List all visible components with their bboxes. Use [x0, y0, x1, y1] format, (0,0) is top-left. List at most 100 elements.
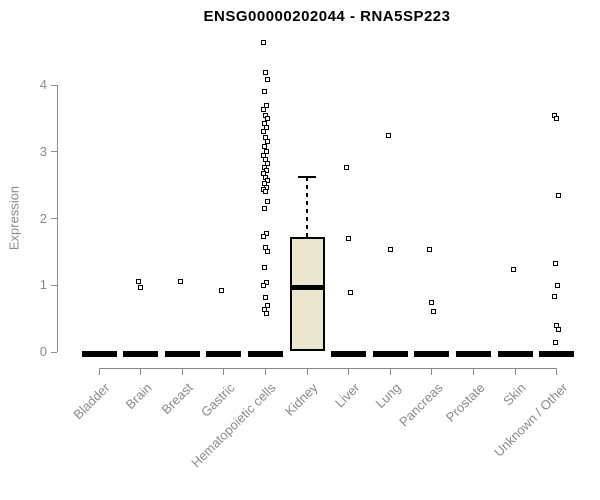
- outlier-point: [261, 306, 267, 312]
- x-tick: [514, 368, 516, 375]
- outlier-point: [556, 327, 562, 333]
- outlier-point: [177, 278, 183, 284]
- outlier-point: [219, 288, 225, 294]
- box-median: [291, 284, 323, 290]
- outlier-point: [263, 184, 269, 190]
- zero-box-bar: [414, 351, 450, 357]
- outlier-point: [555, 283, 561, 289]
- outlier-point: [263, 167, 269, 173]
- zero-box-bar: [497, 351, 533, 357]
- x-tick: [181, 368, 183, 375]
- x-category-label: Breast: [158, 380, 196, 418]
- zero-box-bar: [206, 351, 242, 357]
- outlier-point: [261, 143, 267, 149]
- outlier-point: [261, 89, 267, 95]
- outlier-point: [138, 285, 144, 291]
- x-category-label: Gastric: [197, 380, 238, 420]
- outlier-point: [553, 340, 559, 346]
- y-tick: [51, 84, 57, 86]
- outlier-point: [264, 139, 270, 145]
- outlier-point: [263, 102, 269, 108]
- outlier-point: [261, 205, 267, 211]
- x-tick: [98, 368, 100, 375]
- x-tick: [348, 368, 350, 375]
- x-tick: [264, 368, 266, 375]
- x-tick: [223, 368, 225, 375]
- x-tick: [306, 368, 308, 375]
- outlier-point: [385, 132, 391, 138]
- outlier-point: [264, 302, 270, 308]
- outlier-point: [429, 300, 435, 306]
- x-tick: [473, 368, 475, 375]
- outlier-point: [263, 280, 269, 286]
- outlier-point: [264, 249, 270, 255]
- outlier-point: [387, 247, 393, 253]
- outlier-point: [263, 148, 269, 154]
- zero-box-bar: [247, 351, 283, 357]
- outlier-point: [262, 134, 268, 140]
- zero-box-bar: [164, 351, 200, 357]
- y-tick-label: 3: [39, 143, 47, 159]
- outlier-point: [552, 294, 558, 300]
- outlier-point: [262, 189, 268, 195]
- whisker: [306, 177, 309, 238]
- outlier-point: [262, 295, 268, 301]
- outlier-point: [260, 234, 266, 240]
- outlier-point: [427, 247, 433, 253]
- outlier-point: [260, 40, 266, 46]
- outlier-point: [136, 279, 142, 285]
- zero-box-bar: [372, 351, 408, 357]
- x-category-label: Kidney: [281, 380, 321, 419]
- x-tick: [556, 368, 558, 375]
- chart-title: ENSG00000202044 - RNA5SP223: [203, 8, 451, 25]
- x-tick: [140, 368, 142, 375]
- x-axis-line: [99, 368, 557, 369]
- y-tick-label: 4: [39, 77, 47, 92]
- zero-box-bar: [539, 351, 575, 357]
- x-category-label: Skin: [500, 380, 529, 409]
- y-tick: [51, 351, 57, 353]
- y-tick: [51, 218, 57, 219]
- outlier-point: [344, 165, 350, 171]
- zero-box-bar: [331, 351, 367, 357]
- x-category-label: Bladder: [70, 380, 113, 423]
- box: [289, 237, 325, 351]
- outlier-point: [260, 283, 266, 289]
- outlier-point: [261, 265, 267, 271]
- x-category-label: Brain: [122, 380, 155, 413]
- outlier-point: [262, 70, 268, 76]
- outlier-point: [263, 125, 269, 131]
- outlier-point: [260, 129, 266, 135]
- x-tick: [431, 368, 433, 375]
- outlier-point: [554, 115, 560, 121]
- x-category-label: Lung: [372, 380, 404, 412]
- outlier-point: [264, 177, 270, 183]
- outlier-point: [553, 261, 559, 267]
- outlier-point: [348, 290, 354, 296]
- x-category-label: Prostate: [442, 380, 488, 425]
- y-tick-label: 0: [39, 344, 47, 359]
- x-tick: [389, 368, 391, 375]
- whisker-cap: [298, 176, 317, 179]
- outlier-point: [431, 309, 437, 315]
- x-category-label: Pancreas: [396, 380, 446, 430]
- outlier-point: [346, 236, 352, 242]
- y-tick-label: 2: [39, 210, 47, 226]
- zero-box-bar: [123, 351, 159, 357]
- zero-box-bar: [81, 351, 117, 357]
- outlier-point: [263, 311, 269, 317]
- y-axis-line: [57, 85, 58, 352]
- outlier-point: [554, 322, 560, 328]
- outlier-point: [261, 120, 267, 126]
- y-tick-label: 1: [39, 277, 47, 293]
- y-tick: [51, 284, 57, 286]
- zero-box-bar: [456, 351, 492, 357]
- x-category-label: Liver: [331, 380, 363, 411]
- outlier-point: [264, 77, 270, 83]
- outlier-point: [264, 115, 270, 121]
- outlier-point: [264, 199, 270, 205]
- outlier-point: [264, 160, 270, 166]
- outlier-point: [556, 193, 562, 199]
- outlier-point: [263, 230, 269, 236]
